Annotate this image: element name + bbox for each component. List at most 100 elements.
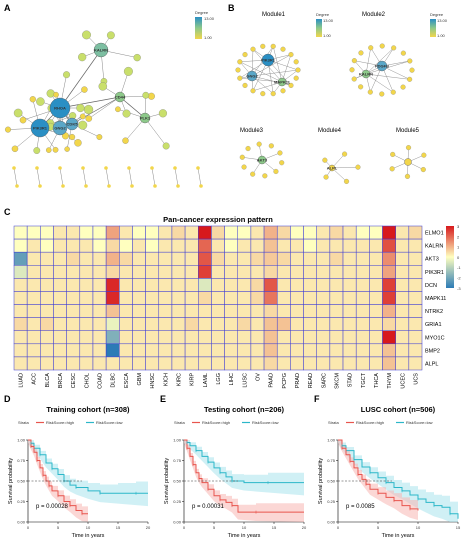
module-node <box>368 45 374 51</box>
heatmap-cell <box>316 225 331 240</box>
km-x-tick-label: 10 <box>86 525 91 530</box>
degree-legend-b2-title: Degree <box>430 12 444 17</box>
heatmap-cell <box>290 317 304 331</box>
heatmap-cell <box>40 238 54 253</box>
heatmap-cell <box>66 265 81 279</box>
heatmap-cell <box>171 238 186 253</box>
heatmap-cell <box>303 330 317 345</box>
heatmap-cell <box>184 317 199 331</box>
network-node <box>46 89 55 98</box>
heatmap-cell <box>53 278 67 292</box>
km-y-label: Survival probability <box>164 458 170 504</box>
heatmap-cell <box>171 251 186 266</box>
heatmap-colorbar-tick: -2 <box>457 276 461 281</box>
heatmap-cell <box>224 251 238 266</box>
network-edge <box>197 167 202 187</box>
heatmap-cell <box>119 238 133 253</box>
heatmap-cell <box>408 238 423 253</box>
heatmap-column-label: GBM <box>137 373 143 386</box>
heatmap-cell <box>342 251 357 266</box>
module-hub-node <box>404 158 412 166</box>
heatmap-column-label: BLCA <box>45 373 51 388</box>
heatmap-cell <box>105 265 120 279</box>
km-y-label: Survival probability <box>318 458 324 504</box>
network-node <box>58 166 62 170</box>
heatmap-cell <box>158 251 173 266</box>
heatmap-cell <box>329 356 344 371</box>
heatmap-cell <box>13 304 28 318</box>
heatmap-cell <box>66 356 81 371</box>
heatmap-cell <box>79 251 94 266</box>
heatmap-cell <box>382 356 396 371</box>
module-node <box>405 145 412 151</box>
heatmap-cell <box>184 238 199 253</box>
heatmap-cell <box>145 343 160 358</box>
network-node <box>5 126 11 133</box>
heatmap-cell <box>250 265 265 279</box>
km-curve-low <box>338 439 459 519</box>
network-hub-label: GNG2 <box>54 126 66 131</box>
module-node <box>250 88 256 94</box>
heatmap-cell <box>119 317 133 331</box>
heatmap-cell <box>382 225 396 240</box>
heatmap-cell <box>119 278 133 292</box>
heatmap-cell <box>211 330 225 345</box>
heatmap-cell <box>145 291 160 305</box>
network-edge <box>151 167 156 187</box>
degree-legend-b2-max: 13.00 <box>437 18 448 23</box>
km-band-low <box>338 440 458 522</box>
heatmap-cell <box>224 330 238 345</box>
heatmap-cell <box>355 304 370 318</box>
network-node <box>29 96 36 103</box>
heatmap-cell <box>224 343 238 358</box>
heatmap-cell <box>79 225 94 240</box>
heatmap-cell <box>290 238 304 253</box>
module-edge <box>365 73 410 80</box>
module-node <box>421 152 427 158</box>
heatmap-cell <box>329 291 344 305</box>
heatmap-cell <box>171 330 186 345</box>
network-node <box>15 184 19 188</box>
heatmap-cell <box>53 225 67 240</box>
network-edge <box>82 167 87 187</box>
network-node <box>61 184 65 188</box>
heatmap-cell <box>26 304 41 318</box>
heatmap-cell <box>79 278 94 292</box>
heatmap-cell <box>369 330 383 345</box>
km-y-tick-label: 0.00 <box>17 520 26 525</box>
network-node <box>123 66 133 76</box>
heatmap-cell <box>237 265 252 279</box>
heatmap-colorbar-ticks: 3 2 1 0 -1 -2 -3 <box>457 224 461 291</box>
network-node <box>36 97 45 106</box>
heatmap-cell <box>303 265 317 279</box>
heatmap-cell <box>40 330 54 345</box>
heatmap-cell <box>395 330 410 345</box>
heatmap-cell <box>329 343 344 358</box>
module-node <box>235 67 241 73</box>
km-x-tick-label: 5 <box>57 525 60 530</box>
heatmap-cell <box>132 291 146 305</box>
km-band-low <box>28 440 148 507</box>
heatmap-cell <box>211 304 225 318</box>
module-node <box>242 82 248 88</box>
heatmap-cell <box>329 265 344 279</box>
km-pvalue: p = 0.00028 <box>36 504 69 510</box>
module-node <box>280 46 286 52</box>
heatmap-row-label: BMP2 <box>425 348 440 354</box>
heatmap-cell <box>303 343 317 358</box>
network-edges <box>7 34 202 187</box>
network-node <box>79 113 86 120</box>
network-edge <box>119 96 146 119</box>
heatmap-cell <box>40 251 54 266</box>
network-hub-node <box>52 120 68 136</box>
heatmap-cell <box>132 278 146 292</box>
module4-title: Module4 <box>318 128 342 134</box>
km-x-tick-label: 20 <box>302 525 307 530</box>
km-legend-low: RiskScore=low <box>96 420 123 425</box>
km-curve-low <box>184 439 304 484</box>
module-node <box>358 84 364 90</box>
km-legend-high: RiskScore=high <box>46 420 74 425</box>
heatmap-cell <box>395 265 410 279</box>
